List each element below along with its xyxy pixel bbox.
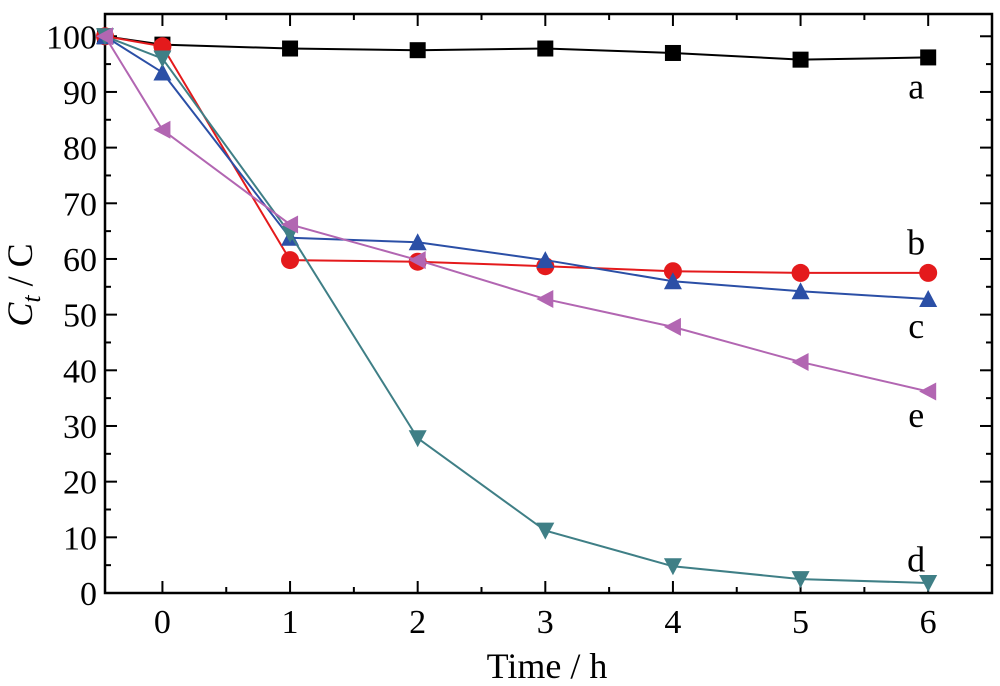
series-e-point xyxy=(408,251,426,270)
series-e-point xyxy=(919,382,937,401)
y-tick-label: 10 xyxy=(63,520,97,557)
series-b xyxy=(96,27,938,282)
y-axis: 0 10 20 30 40 50 60 70 80 90 100 xyxy=(46,19,992,613)
y-tick-label: 70 xyxy=(63,186,97,223)
x-tick-label: 2 xyxy=(409,604,426,641)
x-tick-label: 1 xyxy=(282,604,299,641)
series-b-line xyxy=(104,35,929,274)
series-c-point xyxy=(408,233,427,251)
x-axis: 0 1 2 3 4 5 6 xyxy=(154,14,937,641)
series-labels: a b c e d xyxy=(907,66,925,579)
series-d-point xyxy=(663,558,682,576)
series-label-a: a xyxy=(908,66,924,106)
plot-frame xyxy=(103,12,994,595)
series-layer xyxy=(96,27,938,592)
x-axis-title: Time / h xyxy=(487,646,608,686)
y-tick-label: 100 xyxy=(46,19,97,56)
x-tick-label: 5 xyxy=(792,604,809,641)
y-tick-label: 60 xyxy=(63,242,97,279)
x-tick-label: 4 xyxy=(664,604,681,641)
series-e-line xyxy=(104,35,929,393)
series-e-point xyxy=(153,120,171,139)
series-a-point xyxy=(282,40,299,57)
series-d-point xyxy=(791,571,810,589)
plot-border xyxy=(103,12,994,595)
series-b-point xyxy=(281,251,300,270)
series-e xyxy=(96,27,937,401)
series-a-point xyxy=(664,44,681,61)
series-d-point xyxy=(919,574,938,592)
series-e-point xyxy=(536,290,554,309)
series-a xyxy=(97,28,937,68)
x-tick-label: 0 xyxy=(154,604,171,641)
y-axis-title-sub: t xyxy=(17,295,46,303)
series-a-point xyxy=(409,42,426,59)
y-axis-title: Ct / C xyxy=(0,243,46,326)
series-a-line xyxy=(104,35,929,61)
series-c-point xyxy=(663,272,682,290)
series-c-point xyxy=(536,251,555,269)
y-axis-title-rest: / C xyxy=(0,243,40,295)
series-c-point xyxy=(919,290,938,308)
y-tick-label: 40 xyxy=(63,353,97,390)
y-tick-label: 0 xyxy=(80,576,97,613)
series-e-point xyxy=(96,27,113,46)
series-e-point xyxy=(791,352,809,371)
series-label-d: d xyxy=(907,540,925,580)
series-a-point xyxy=(792,51,809,68)
y-tick-label: 20 xyxy=(63,465,97,502)
series-e-point xyxy=(663,317,681,336)
y-axis-title-main: C xyxy=(0,302,40,327)
y-tick-label: 80 xyxy=(63,131,97,168)
series-d-point xyxy=(536,522,555,540)
y-tick-label: 90 xyxy=(63,75,97,112)
series-e-point xyxy=(281,215,299,234)
x-tick-label: 3 xyxy=(537,604,554,641)
series-a-point xyxy=(920,49,937,66)
series-d-point xyxy=(408,430,427,448)
series-d-point xyxy=(153,50,172,68)
series-a-point xyxy=(537,40,554,57)
series-c-point xyxy=(791,282,810,300)
series-c-line xyxy=(104,35,929,301)
y-tick-label: 30 xyxy=(63,409,97,446)
series-label-b: b xyxy=(907,222,925,262)
series-c-point xyxy=(153,63,172,81)
series-d-line xyxy=(104,35,929,584)
y-tick-label: 50 xyxy=(63,298,97,335)
series-b-point xyxy=(919,263,938,282)
series-label-c: c xyxy=(908,306,924,346)
series-label-e: e xyxy=(908,395,924,435)
series-b-point xyxy=(663,262,682,281)
x-tick-label: 6 xyxy=(920,604,937,641)
series-b-point xyxy=(791,263,810,282)
series-d xyxy=(96,28,938,592)
